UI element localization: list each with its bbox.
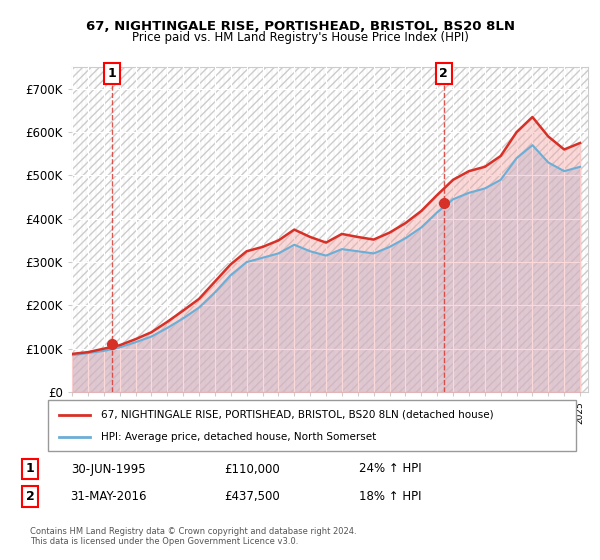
Text: Contains HM Land Registry data © Crown copyright and database right 2024.
This d: Contains HM Land Registry data © Crown c… [30,526,356,546]
Text: Price paid vs. HM Land Registry's House Price Index (HPI): Price paid vs. HM Land Registry's House … [131,31,469,44]
Text: HPI: Average price, detached house, North Somerset: HPI: Average price, detached house, Nort… [101,432,376,442]
Text: 2: 2 [26,490,34,503]
Text: 1: 1 [26,463,34,475]
Text: 24% ↑ HPI: 24% ↑ HPI [359,463,421,475]
Text: 2: 2 [439,67,448,80]
Text: 67, NIGHTINGALE RISE, PORTISHEAD, BRISTOL, BS20 8LN: 67, NIGHTINGALE RISE, PORTISHEAD, BRISTO… [86,20,515,32]
FancyBboxPatch shape [48,400,576,451]
Text: 31-MAY-2016: 31-MAY-2016 [70,490,146,503]
Text: 30-JUN-1995: 30-JUN-1995 [71,463,145,475]
Text: £437,500: £437,500 [224,490,280,503]
Text: 1: 1 [107,67,116,80]
Text: 67, NIGHTINGALE RISE, PORTISHEAD, BRISTOL, BS20 8LN (detached house): 67, NIGHTINGALE RISE, PORTISHEAD, BRISTO… [101,409,493,419]
Text: £110,000: £110,000 [224,463,280,475]
Text: 18% ↑ HPI: 18% ↑ HPI [359,490,421,503]
